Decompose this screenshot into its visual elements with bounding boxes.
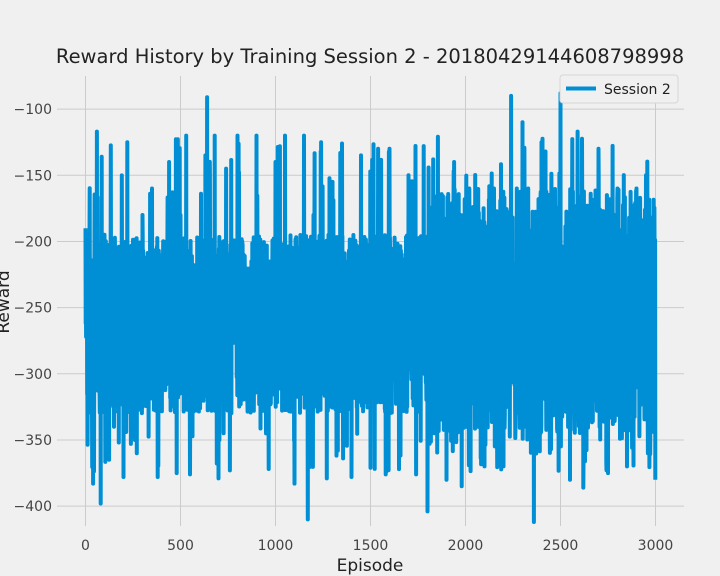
series-line-session-2	[83, 91, 658, 524]
legend: Session 2	[559, 74, 679, 104]
x-tick-label: 2000	[448, 538, 484, 554]
x-axis-label: Episode	[337, 556, 404, 576]
x-tick-label: 1000	[258, 538, 294, 554]
y-tick-label: −100	[14, 102, 52, 118]
y-tick-label: −350	[14, 433, 52, 449]
x-tick-labels: 0 500 1000 1500 2000 2500 3000	[81, 538, 673, 554]
y-axis-label: Reward	[0, 270, 14, 333]
y-tick-label: −400	[14, 499, 52, 515]
chart-title: Reward History by Training Session 2 - 2…	[56, 45, 684, 68]
legend-box	[559, 74, 679, 104]
y-tick-labels: −400 −350 −300 −250 −200 −150 −100	[14, 102, 52, 515]
y-tick-label: −150	[14, 168, 52, 184]
y-tick-label: −300	[14, 367, 52, 383]
legend-label-session-2: Session 2	[604, 82, 671, 98]
x-tick-label: 500	[167, 538, 194, 554]
x-tick-label: 3000	[638, 538, 674, 554]
y-tick-label: −200	[14, 234, 52, 250]
plot-area	[83, 91, 658, 524]
y-tick-label: −250	[14, 301, 52, 317]
x-tick-label: 0	[81, 538, 90, 554]
x-tick-label: 1500	[353, 538, 389, 554]
x-tick-label: 2500	[543, 538, 579, 554]
